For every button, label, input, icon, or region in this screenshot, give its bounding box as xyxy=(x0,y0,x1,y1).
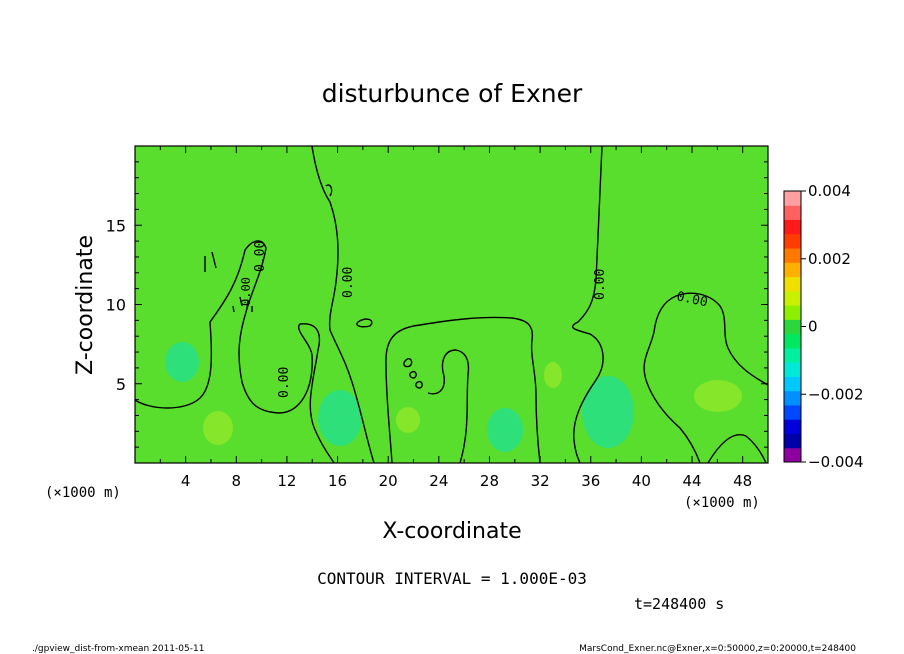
time-label: t=248400 s xyxy=(634,595,724,613)
x-unit-right: (×1000 m) xyxy=(684,495,760,511)
contour-line xyxy=(427,349,470,464)
contour-line xyxy=(643,292,769,464)
colorbar-segment xyxy=(784,376,801,392)
x-tick-label: 12 xyxy=(277,472,296,490)
plot-background xyxy=(135,146,768,463)
colorbar-segment xyxy=(784,447,801,463)
footer-left: ./gpview_dist-from-xmean 2011-05-11 xyxy=(32,644,204,654)
anomaly-negative xyxy=(487,408,523,452)
x-tick-label: 4 xyxy=(181,472,191,490)
anomaly-negative xyxy=(318,390,362,446)
colorbar-segment xyxy=(784,404,801,420)
contour-line xyxy=(707,434,767,464)
colorbar-segment xyxy=(784,262,801,278)
colorbar-segment xyxy=(784,219,801,235)
colorbar-tick-label: 0 xyxy=(808,318,818,336)
contour-label: 0.00 xyxy=(341,267,356,298)
x-tick-label: 28 xyxy=(480,472,499,490)
contour-interval: CONTOUR INTERVAL = 1.000E-03 xyxy=(317,569,587,588)
z-axis: 5 10 15 xyxy=(106,161,768,448)
anomaly-negative xyxy=(582,376,634,448)
contour-label: 0.00 xyxy=(253,241,268,272)
colorbar-segment xyxy=(784,248,801,263)
contour-label: 0.00 xyxy=(675,289,709,310)
x-unit-left: (×1000 m) xyxy=(45,485,121,501)
x-tick-label: 16 xyxy=(328,472,347,490)
plot-area: 0.00 0.00 0.00 0.00 0.00 0.00 4 8 12 16 20 24… xyxy=(106,145,769,490)
chart-title: disturbunce of Exner xyxy=(322,79,583,108)
colorbar-segment xyxy=(784,233,801,249)
y-axis-label: Z-coordinate xyxy=(73,235,98,375)
colorbar-segment xyxy=(784,276,801,292)
contour-line xyxy=(134,240,335,464)
contour-line xyxy=(572,145,604,464)
anomaly-positive xyxy=(544,362,562,388)
colorbar-segment xyxy=(784,347,801,363)
colorbar-segment xyxy=(784,305,801,320)
colorbar-tick-label: −0.002 xyxy=(808,385,864,403)
contour-label: 0.00 xyxy=(593,269,608,300)
colorbar-segment xyxy=(784,362,801,377)
x-tick-label: 36 xyxy=(581,472,600,490)
z-tick-label: 15 xyxy=(106,216,126,235)
colorbar: 0.004 0.002 0 −0.002 −0.004 xyxy=(783,182,864,471)
colorbar-segment xyxy=(784,191,801,206)
colorbar-tick-label: 0.004 xyxy=(808,182,851,200)
anomaly-positive xyxy=(694,380,742,412)
anomaly-positive xyxy=(203,411,233,445)
x-tick-label: 20 xyxy=(379,472,398,490)
contour-line xyxy=(385,316,541,464)
contour-line xyxy=(311,145,375,464)
anomaly-positive xyxy=(396,407,420,433)
colorbar-segment xyxy=(784,319,801,335)
x-tick-label: 48 xyxy=(733,472,752,490)
z-tick-label: 5 xyxy=(116,375,126,394)
colorbar-segment xyxy=(784,390,801,406)
x-tick-label: 8 xyxy=(232,472,242,490)
contour-label: 0.00 xyxy=(277,367,292,398)
x-tick-label: 40 xyxy=(632,472,651,490)
colorbar-segment xyxy=(784,419,801,434)
x-tick-label: 44 xyxy=(682,472,701,490)
colorbar-segment xyxy=(784,433,801,449)
contour-line xyxy=(204,184,423,389)
colorbar-segment xyxy=(784,205,801,221)
colorbar-segment xyxy=(784,333,801,349)
x-axis-label: X-coordinate xyxy=(382,519,521,544)
colorbar-tick-label: 0.002 xyxy=(808,250,851,268)
contour-label: 0.00 xyxy=(239,277,253,306)
x-tick-label: 32 xyxy=(531,472,550,490)
zero-contours xyxy=(134,145,769,464)
footer-right: MarsCond_Exner.nc@Exner,x=0:50000,z=0:20… xyxy=(579,644,856,654)
anomaly-negative xyxy=(165,342,199,382)
x-axis: 4 8 12 16 20 24 28 32 36 40 44 48 xyxy=(159,146,752,490)
colorbar-tick-label: −0.004 xyxy=(808,453,864,471)
x-tick-label: 24 xyxy=(429,472,448,490)
z-tick-label: 10 xyxy=(106,296,126,315)
colorbar-segment xyxy=(784,290,801,306)
